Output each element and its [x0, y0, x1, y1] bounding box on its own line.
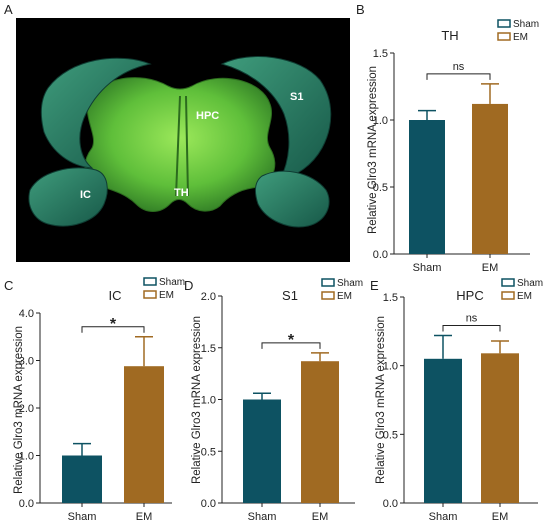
y-tick-label-c: 0.0 [19, 498, 34, 510]
x-tick-label-c: EM [136, 511, 153, 523]
panel-letter-c: C [4, 278, 13, 293]
y-tick-label-d: 0.0 [201, 498, 216, 510]
legend-swatch-e-em [501, 291, 515, 300]
y-tick-label-e: 1.5 [383, 292, 398, 304]
panel-e-hpc-chart: E HPC 0.0 0.5 1.0 1.5 Relative Glro3 mRNA expr… [370, 278, 543, 523]
panel-letter-a: A [4, 2, 13, 17]
bar-b-sham [409, 120, 445, 254]
bar-d-em [301, 361, 339, 503]
x-tick-label-d: Sham [248, 511, 277, 523]
legend-swatch-d-sham [321, 278, 335, 287]
y-axis-label-c: Relative Glro3 mRNA expression [13, 326, 25, 494]
bar-b-em [472, 103, 508, 254]
y-tick-label-b: 0.0 [373, 249, 388, 261]
x-tick-label-d: EM [312, 511, 329, 523]
bar-e-em [481, 353, 519, 503]
brain-label-hpc: HPC [196, 110, 219, 122]
chart-title-c: IC [109, 288, 122, 303]
significance-bracket-b [426, 73, 491, 80]
y-axis-label-e: Relative Glro3 mRNA expression [375, 316, 387, 484]
y-tick-label-e: 1.0 [383, 361, 398, 373]
x-tick-label-e: EM [492, 511, 509, 523]
bar-d-sham [243, 399, 281, 503]
significance-bracket-d [261, 342, 321, 349]
y-tick-label-c: 4.0 [19, 308, 34, 320]
brain-midline [175, 95, 189, 197]
y-tick-label-c: 2.0 [19, 403, 34, 415]
significance-label-d: * [288, 332, 295, 349]
y-tick-label-e: 0.0 [383, 498, 398, 510]
y-tick-label-e: 0.5 [383, 429, 398, 441]
brain-illustration: S1 HPC TH IC [16, 18, 350, 262]
bar-e-sham [424, 358, 462, 503]
x-tick-label-c: Sham [68, 511, 97, 523]
panel-letter-e: E [370, 278, 379, 293]
legend-label-e-em: EM [517, 291, 532, 302]
significance-label-b: ns [453, 61, 465, 73]
y-tick-label-d: 2.0 [201, 291, 216, 303]
brain-ic-left [28, 167, 108, 227]
legend-swatch-e-sham [501, 278, 515, 287]
brain-cortex-right [220, 56, 332, 181]
brain-label-th: TH [174, 187, 189, 199]
bar-c-em [124, 366, 164, 503]
x-tick-label-e: Sham [429, 511, 458, 523]
legend-label-b-em: EM [513, 32, 528, 43]
brain-cortex-left [40, 57, 152, 169]
y-tick-label-b: 0.5 [373, 182, 388, 194]
brain-label-ic: IC [80, 189, 91, 201]
y-tick-label-c: 3.0 [19, 356, 34, 368]
y-tick-label-b: 1.5 [373, 48, 388, 60]
chart-title-d: S1 [282, 288, 298, 303]
brain-label-s1: S1 [290, 91, 303, 103]
x-tick-label-b: EM [482, 262, 499, 274]
legend-label-c-sham: Sham [159, 277, 185, 288]
legend-swatch-b-em [497, 32, 511, 41]
legend-swatch-d-em [321, 291, 335, 300]
legend-swatch-c-em [143, 290, 157, 299]
chart-title-e: HPC [456, 288, 483, 303]
y-tick-label-d: 1.5 [201, 343, 216, 355]
significance-bracket-e [442, 324, 501, 332]
y-axis-label-d: Relative Glro3 mRNA expression [191, 316, 203, 484]
y-tick-label-d: 1.0 [201, 395, 216, 407]
y-tick-label-d: 0.5 [201, 446, 216, 458]
y-tick-label-b: 1.0 [373, 115, 388, 127]
legend-label-b-sham: Sham [513, 19, 539, 30]
legend-swatch-b-sham [497, 19, 511, 28]
chart-title-b: TH [441, 28, 458, 43]
legend-label-d-em: EM [337, 291, 352, 302]
x-tick-label-b: Sham [413, 262, 442, 274]
panel-b-th-chart: B TH 0.0 0.5 1.0 1.5 Relative Glro3 mRNA expre… [356, 2, 539, 274]
panel-letter-b: B [356, 2, 365, 17]
panel-letter-d: D [184, 278, 193, 293]
significance-label-e: ns [466, 312, 478, 324]
legend-label-d-sham: Sham [337, 278, 363, 289]
panel-c-ic-chart: C IC 0.0 1.0 2.0 3.0 4.0 Relative Glro3 mRNA ex… [4, 277, 185, 523]
y-axis-label-b: Relative Glro3 mRNA expression [367, 66, 379, 234]
brain-ic-right [254, 170, 330, 228]
legend-label-c-em: EM [159, 290, 174, 301]
y-tick-label-c: 1.0 [19, 451, 34, 463]
legend-label-e-sham: Sham [517, 278, 543, 289]
significance-bracket-c [81, 326, 145, 333]
significance-label-c: * [110, 316, 117, 333]
panel-d-s1-chart: D S1 0.0 0.5 1.0 1.5 2.0 Relative Glro3 mRNA ex… [184, 278, 363, 523]
bar-c-sham [62, 455, 102, 503]
legend-swatch-c-sham [143, 277, 157, 286]
